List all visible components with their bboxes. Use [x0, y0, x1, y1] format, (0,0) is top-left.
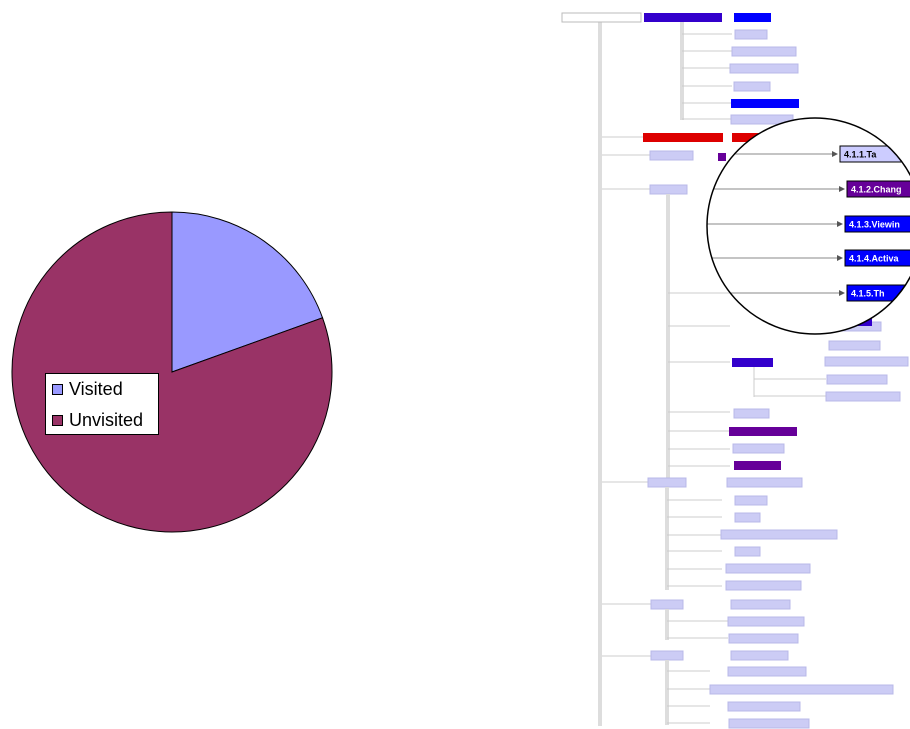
- tree-node[interactable]: [733, 81, 771, 92]
- tree-node[interactable]: [825, 391, 901, 402]
- tree-node[interactable]: [709, 684, 894, 695]
- tree-node[interactable]: [734, 13, 771, 22]
- legend-swatch-visited: [52, 383, 63, 395]
- tree-node[interactable]: [732, 358, 773, 367]
- magnifier-node-label: 4.1.1.Ta: [844, 150, 877, 160]
- magnifier-border: [706, 117, 910, 335]
- tree-node[interactable]: [725, 563, 811, 574]
- tree-node[interactable]: [734, 495, 768, 506]
- magnifier-node[interactable]: [844, 249, 910, 267]
- tree-node[interactable]: [734, 512, 761, 523]
- legend-label-visited: Visited: [69, 378, 123, 399]
- tree-node[interactable]: [561, 12, 642, 23]
- tree-node[interactable]: [733, 408, 770, 419]
- tree-node[interactable]: [649, 184, 688, 195]
- tree-node[interactable]: [649, 150, 694, 161]
- tree-node[interactable]: [643, 133, 723, 142]
- tree-node[interactable]: [720, 529, 838, 540]
- tree-node[interactable]: [730, 599, 791, 610]
- tree-node[interactable]: [650, 650, 684, 661]
- tree-node[interactable]: [727, 666, 807, 677]
- chart-legend: Visited Unvisited: [45, 373, 159, 435]
- tree-node[interactable]: [828, 340, 881, 351]
- arrow-icon: [839, 290, 845, 296]
- magnifier-node-label: 4.1.2.Chang: [851, 185, 902, 195]
- legend-item-unvisited: Unvisited: [52, 408, 143, 432]
- tree-node[interactable]: [729, 427, 797, 436]
- pie-slice-unvisited: [11, 211, 333, 533]
- tree-node[interactable]: [644, 13, 722, 22]
- tree-node[interactable]: [732, 133, 762, 142]
- magnifier-node[interactable]: [844, 215, 910, 233]
- tree-node[interactable]: [728, 633, 799, 644]
- tree-node[interactable]: [718, 153, 726, 161]
- tree-node[interactable]: [726, 477, 803, 488]
- tree-node[interactable]: [727, 616, 805, 627]
- tree-node[interactable]: [729, 63, 799, 74]
- tree-node[interactable]: [728, 718, 810, 729]
- legend-swatch-unvisited: [52, 414, 63, 426]
- magnifier-node[interactable]: [846, 180, 910, 198]
- arrow-icon: [837, 255, 843, 261]
- magnifier-node[interactable]: [846, 284, 910, 302]
- pie-chart: [11, 211, 333, 533]
- tree-node[interactable]: [725, 580, 802, 591]
- tree-node[interactable]: [647, 477, 687, 488]
- tree-node[interactable]: [730, 650, 789, 661]
- arrow-icon: [839, 186, 845, 192]
- tree-node[interactable]: [727, 701, 801, 712]
- tree-node[interactable]: [731, 46, 797, 57]
- arrow-icon: [837, 221, 843, 227]
- magnifier-node-label: 4.1.4.Activa: [849, 254, 900, 264]
- magnifier-node-label: 4.1.3.Viewin: [849, 220, 900, 230]
- legend-item-visited: Visited: [52, 377, 123, 401]
- tree-node[interactable]: [824, 356, 909, 367]
- tree-node[interactable]: [732, 443, 785, 454]
- tree-node[interactable]: [650, 599, 684, 610]
- tree-node[interactable]: [734, 546, 761, 557]
- tree-node[interactable]: [734, 29, 768, 40]
- tree-node[interactable]: [826, 374, 888, 385]
- tree-view: 4.1.1.Ta 4.1.2.Chang 4.1.3.Viewin 4.1.4.Act…: [561, 12, 910, 729]
- magnifier-lens[interactable]: [707, 118, 910, 334]
- arrow-icon: [832, 151, 838, 157]
- magnifier-node-label: 4.1.5.Th: [851, 289, 885, 299]
- legend-label-unvisited: Unvisited: [69, 409, 144, 430]
- tree-node[interactable]: [734, 461, 781, 470]
- pie-slice-visited: [171, 211, 324, 373]
- tree-node[interactable]: [731, 99, 799, 108]
